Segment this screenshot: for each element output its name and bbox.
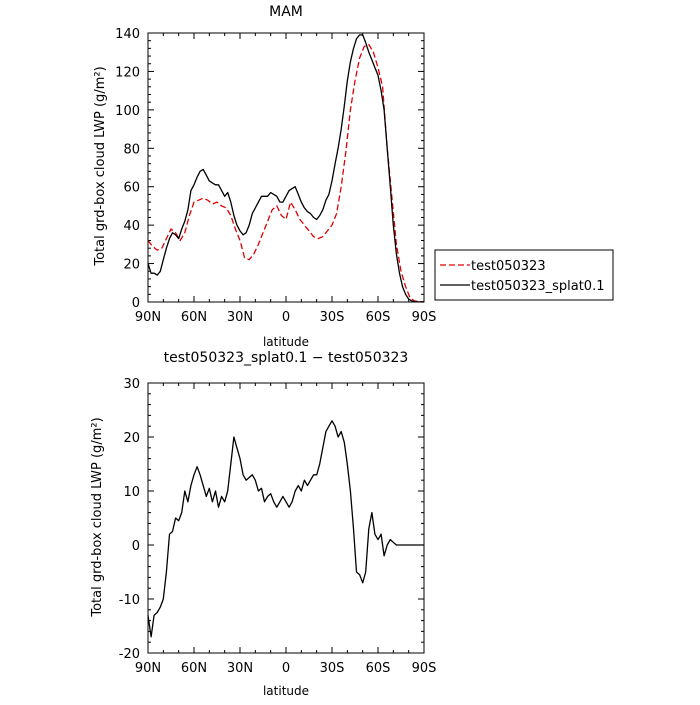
chart-bottom: test050323_splat0.1 − test050323 Total g… — [90, 350, 436, 698]
chart-top-ylabel: Total grd-box cloud LWP (g/m²) — [93, 66, 108, 266]
chart-top-series-1 — [147, 34, 425, 303]
chart-bottom-xtick-label-3: 0 — [282, 661, 290, 676]
chart-top-ytick-label-6: 120 — [115, 65, 140, 80]
chart-bottom-xtick-label-6: 90S — [412, 661, 437, 676]
chart-top-series-0 — [147, 43, 425, 303]
chart-top-xtick-label-2: 30N — [227, 310, 253, 325]
chart-bottom-ytick-label-3: 10 — [123, 485, 140, 500]
chart-top-xtick-label-6: 90S — [412, 310, 437, 325]
legend-label-test050323-splat: test050323_splat0.1 — [471, 279, 604, 294]
chart-top-ticks: 90N 60N 30N 0 30S 60S 90S 0 20 40 60 80 100 120 140 — [115, 27, 436, 325]
chart-bottom-xtick-label-2: 30N — [227, 661, 253, 676]
chart-bottom-series-group — [147, 420, 424, 638]
chart-top-ytick-label-2: 40 — [123, 219, 140, 234]
chart-top-plot-frame — [147, 32, 425, 303]
chart-top-series-group — [147, 34, 425, 303]
chart-top-xtick-label-3: 0 — [282, 310, 290, 325]
legend-box — [434, 249, 614, 301]
chart-bottom-xlabel: latitude — [263, 684, 309, 698]
chart-bottom-series-0 — [147, 420, 424, 638]
chart-top-xlabel: latitude — [263, 335, 309, 349]
chart-bottom-ticks: 90N 60N 30N 0 30S 60S 90S -20 -10 0 10 20 30 — [119, 377, 437, 676]
chart-bottom-ytick-label-2: 0 — [132, 539, 140, 554]
chart-top-ytick-label-4: 80 — [123, 142, 140, 157]
chart-bottom-ytick-label-1: -10 — [119, 593, 140, 608]
chart-top-title: MAM — [269, 4, 303, 20]
chart-top-ytick-label-3: 60 — [123, 181, 140, 196]
chart-bottom-ylabel: Total grd-box cloud LWP (g/m²) — [90, 417, 105, 617]
chart-top-xtick-label-5: 60S — [366, 310, 391, 325]
legend-label-test050323: test050323 — [471, 259, 546, 274]
chart-bottom-xtick-label-4: 30S — [320, 661, 345, 676]
chart-top-xtick-label-0: 90N — [135, 310, 161, 325]
chart-top-ytick-label-0: 0 — [132, 296, 140, 311]
chart-top-xtick-label-1: 60N — [181, 310, 207, 325]
chart-bottom-xtick-label-5: 60S — [366, 661, 391, 676]
chart-top-xtick-label-4: 30S — [320, 310, 345, 325]
chart-top-ytick-label-7: 140 — [115, 27, 140, 42]
chart-bottom-xtick-label-1: 60N — [181, 661, 207, 676]
chart-top: MAM Total grd-box cloud LWP (g/m²) latit… — [93, 4, 436, 349]
chart-top-ytick-label-1: 20 — [123, 258, 140, 273]
chart-bottom-ytick-label-4: 20 — [123, 431, 140, 446]
chart-bottom-ytick-label-0: -20 — [119, 647, 140, 662]
chart-top-ytick-label-5: 100 — [115, 104, 140, 119]
chart-bottom-plot-frame — [147, 382, 425, 654]
chart-bottom-title: test050323_splat0.1 − test050323 — [164, 350, 409, 366]
chart-bottom-ytick-label-5: 30 — [123, 377, 140, 392]
legend: test050323 test050323_splat0.1 — [434, 249, 614, 301]
chart-bottom-xtick-label-0: 90N — [135, 661, 161, 676]
